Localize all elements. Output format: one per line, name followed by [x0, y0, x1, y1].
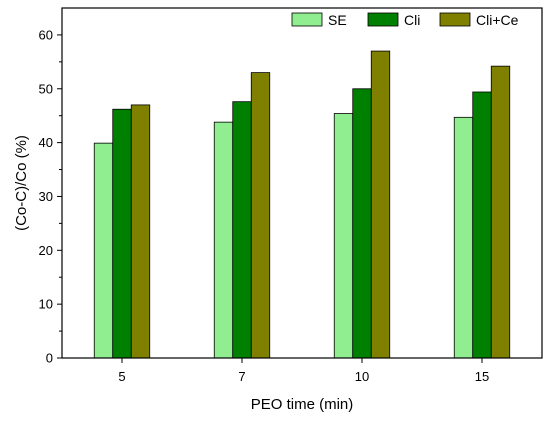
legend-swatch	[439, 12, 471, 27]
bar-se-10	[333, 113, 354, 359]
x-tick-label: 7	[238, 369, 245, 384]
bar-cli-5	[112, 108, 132, 359]
legend: SE Cli Cli+Ce	[291, 12, 519, 28]
bars-group	[93, 50, 511, 359]
x-axis-title: PEO time (min)	[251, 396, 354, 413]
y-tick-label: 0	[46, 351, 53, 366]
y-axis-ticks: 0 10 20 30 40 50 60	[39, 27, 62, 366]
legend-swatch	[291, 12, 323, 27]
y-tick-label: 30	[39, 189, 53, 204]
x-tick-label: 5	[118, 369, 125, 384]
y-tick-label: 10	[39, 297, 53, 312]
y-tick-label: 60	[39, 27, 53, 42]
bar-cli-ce-15	[490, 65, 511, 359]
bar-cli-ce-5	[130, 104, 151, 359]
y-tick-label: 50	[39, 81, 53, 96]
y-tick-label: 20	[39, 243, 53, 258]
bar-cli-ce-7	[250, 72, 271, 359]
x-tick-label: 15	[475, 369, 489, 384]
x-axis-ticks: 5 7 10 15	[118, 358, 489, 384]
bar-cli-7	[232, 101, 252, 359]
bar-se-7	[213, 121, 234, 359]
y-axis-title: (Co-C)/Co (%)	[13, 135, 30, 231]
bar-se-5	[93, 142, 114, 359]
bar-cli-15	[472, 91, 492, 359]
x-tick-label: 10	[355, 369, 369, 384]
bar-cli-10	[352, 88, 372, 359]
plot-frame	[61, 7, 543, 359]
y-tick-label: 40	[39, 135, 53, 150]
bar-cli-ce-10	[370, 50, 391, 359]
legend-label: Cli	[404, 12, 420, 28]
bar-se-15	[453, 116, 474, 359]
legend-label: Cli+Ce	[476, 12, 519, 28]
legend-swatch	[367, 12, 399, 27]
legend-label: SE	[328, 12, 347, 28]
